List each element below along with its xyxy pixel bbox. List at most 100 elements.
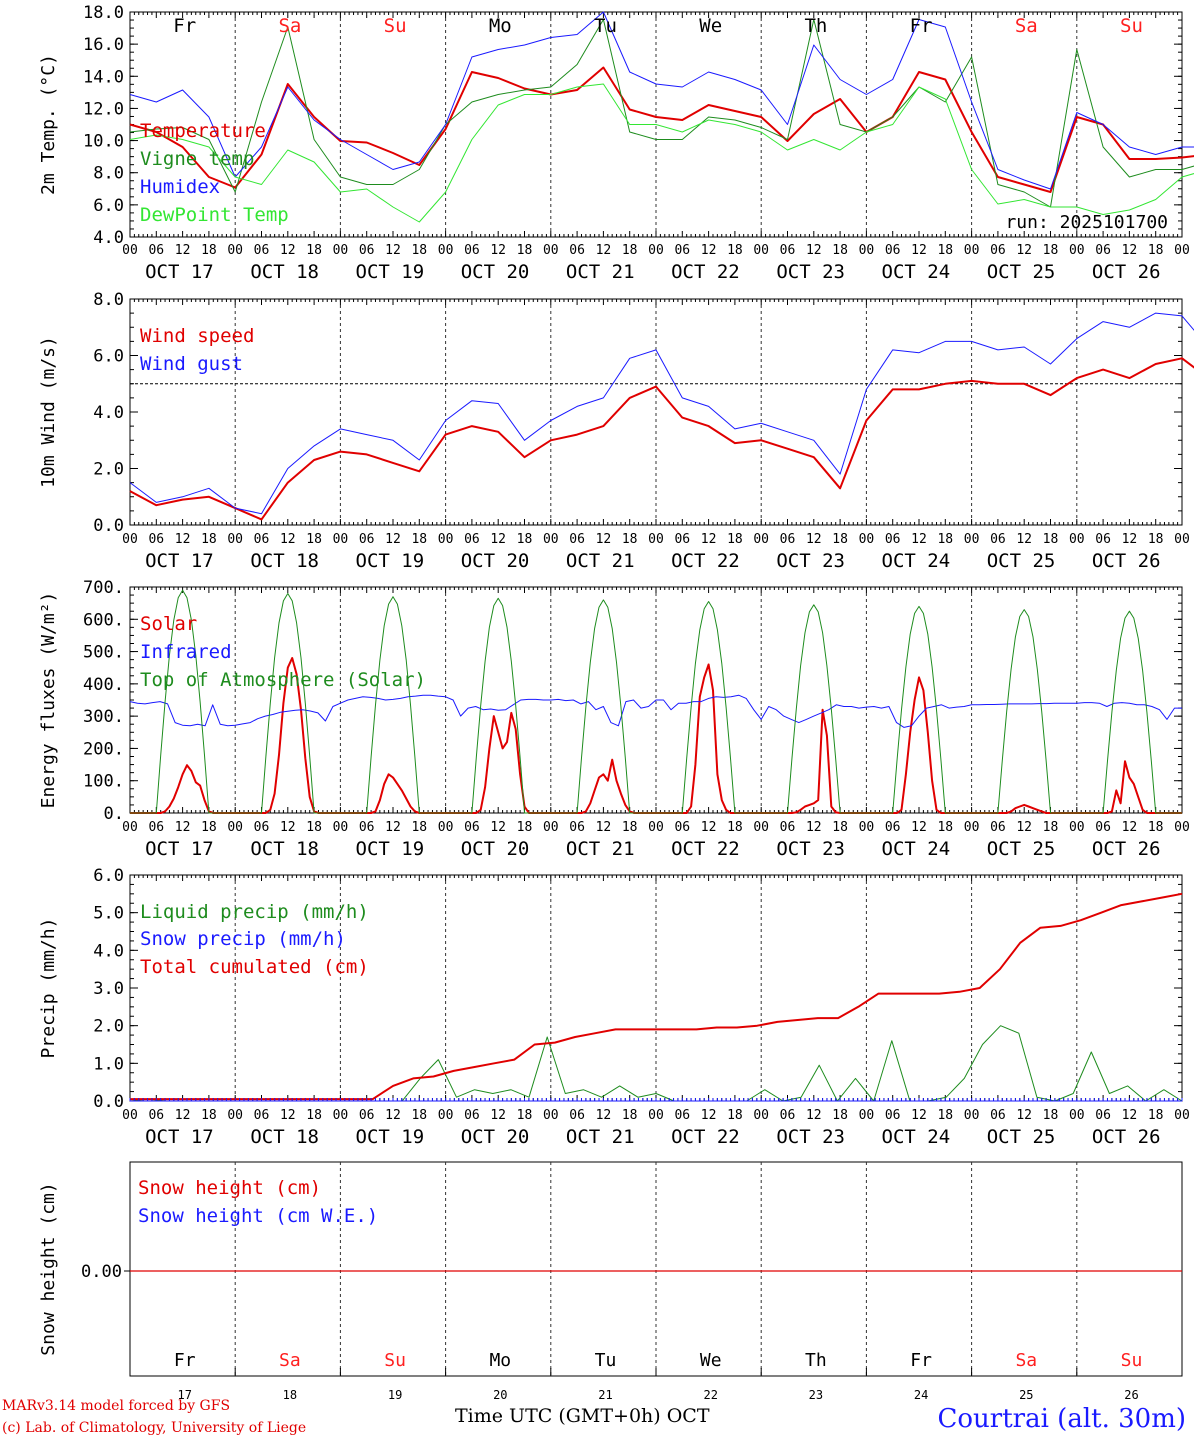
date-label: OCT 25 <box>987 838 1056 860</box>
run-annotation: run: 2025101700 <box>1005 212 1168 233</box>
legend-label: Vigne temp <box>140 148 254 170</box>
hour-tick-label: 12 <box>175 532 191 547</box>
weekday-label: Sa <box>1015 15 1038 37</box>
y-tick-label: 0. <box>104 804 124 824</box>
hour-tick-label: 06 <box>569 820 585 835</box>
hour-tick-label: 06 <box>990 1108 1006 1123</box>
hour-tick-label: 12 <box>1122 532 1138 547</box>
hour-tick-label: 00 <box>1069 532 1085 547</box>
hour-tick-label: 12 <box>806 532 822 547</box>
weekday-label: Mo <box>489 1350 511 1371</box>
hour-tick-label: 18 <box>411 820 427 835</box>
date-label: OCT 23 <box>776 838 845 860</box>
date-label: OCT 18 <box>250 838 319 860</box>
hour-tick-label: 12 <box>1016 820 1032 835</box>
y-tick-label: 4.0 <box>93 941 124 961</box>
date-label: OCT 19 <box>356 838 425 860</box>
date-label: OCT 18 <box>250 1126 319 1148</box>
hour-tick-label: 12 <box>175 820 191 835</box>
hour-tick-label: 18 <box>832 532 848 547</box>
hour-tick-label: 18 <box>727 532 743 547</box>
hour-tick-label: 18 <box>832 243 848 258</box>
hour-tick-label: 06 <box>148 532 164 547</box>
date-label: OCT 26 <box>1092 1126 1161 1148</box>
hour-tick-label: 00 <box>859 1108 875 1123</box>
hour-tick-label: 00 <box>648 243 664 258</box>
legend-label: Infrared <box>140 641 232 663</box>
hour-tick-label: 18 <box>517 1108 533 1123</box>
hour-tick-label: 18 <box>1148 820 1164 835</box>
hour-tick-label: 06 <box>780 532 796 547</box>
time-axis-title: Time UTC (GMT+0h) OCT <box>455 1405 710 1427</box>
weekday-label: Su <box>1121 1350 1143 1371</box>
y-tick-label: 8.0 <box>93 164 124 184</box>
hour-tick-label: 00 <box>753 820 769 835</box>
date-label: OCT 19 <box>356 1126 425 1148</box>
date-label: OCT 20 <box>461 1126 530 1148</box>
legend-label: Snow precip (mm/h) <box>140 928 346 950</box>
hour-tick-label: 06 <box>885 243 901 258</box>
hour-tick-label: 00 <box>227 532 243 547</box>
hour-tick-label: 06 <box>885 1108 901 1123</box>
y-tick-label: 2.0 <box>93 460 124 480</box>
day-number-label: 23 <box>809 1388 823 1402</box>
y-axis-title: Precip (mm/h) <box>38 918 59 1059</box>
hour-tick-label: 06 <box>990 532 1006 547</box>
date-label: OCT 22 <box>671 550 740 572</box>
hour-tick-label: 00 <box>1174 820 1190 835</box>
hour-tick-label: 06 <box>990 243 1006 258</box>
y-tick-label: 18.0 <box>83 3 124 23</box>
y-tick-label: 5.0 <box>93 904 124 924</box>
hour-tick-label: 12 <box>911 820 927 835</box>
hour-tick-label: 00 <box>333 532 349 547</box>
date-label: OCT 26 <box>1092 261 1161 283</box>
series-temperature <box>129 66 1194 193</box>
hour-tick-label: 12 <box>1016 243 1032 258</box>
hour-tick-label: 00 <box>543 1108 559 1123</box>
hour-tick-label: 06 <box>254 243 270 258</box>
weekday-label: Fr <box>910 15 933 37</box>
y-tick-label: 2.0 <box>93 1017 124 1037</box>
y-tick-label: 4.0 <box>93 228 124 248</box>
hour-tick-label: 18 <box>1148 532 1164 547</box>
hour-tick-label: 18 <box>727 820 743 835</box>
weekday-label: Mo <box>489 15 512 37</box>
hour-tick-label: 12 <box>701 532 717 547</box>
date-label: OCT 17 <box>145 838 214 860</box>
weekday-label: Tu <box>594 15 617 37</box>
hour-tick-label: 18 <box>727 243 743 258</box>
hour-tick-label: 12 <box>280 820 296 835</box>
hour-tick-label: 00 <box>227 243 243 258</box>
hour-tick-label: 00 <box>648 1108 664 1123</box>
station-title: Courtrai (alt. 30m) <box>937 1404 1187 1434</box>
y-tick-label: 6.0 <box>93 196 124 216</box>
hour-tick-label: 00 <box>859 532 875 547</box>
hour-tick-label: 00 <box>333 820 349 835</box>
series-wind-speed <box>129 357 1194 521</box>
y-tick-label: 10.0 <box>83 132 124 152</box>
y-tick-label: 100. <box>83 772 124 792</box>
hour-tick-label: 06 <box>359 1108 375 1123</box>
hour-tick-label: 12 <box>1016 1108 1032 1123</box>
date-label: OCT 18 <box>250 550 319 572</box>
day-number-label: 25 <box>1019 1388 1033 1402</box>
y-tick-label: 8.0 <box>93 290 124 310</box>
hour-tick-label: 12 <box>385 820 401 835</box>
hour-tick-label: 12 <box>911 532 927 547</box>
hour-tick-label: 00 <box>438 243 454 258</box>
y-tick-label: 200. <box>83 739 124 759</box>
date-label: OCT 22 <box>671 261 740 283</box>
legend-label: DewPoint Temp <box>140 204 289 226</box>
chart-snow: 0.00 Snow height (cm) Snow height (cm) Snow… <box>38 1161 1183 1402</box>
hour-tick-label: 06 <box>464 243 480 258</box>
hour-tick-label: 06 <box>674 1108 690 1123</box>
hour-tick-label: 18 <box>832 1108 848 1123</box>
hour-tick-label: 06 <box>1095 532 1111 547</box>
hour-tick-label: 12 <box>175 243 191 258</box>
hour-tick-label: 00 <box>648 820 664 835</box>
hour-tick-label: 18 <box>832 820 848 835</box>
hour-tick-label: 18 <box>306 243 322 258</box>
hour-tick-label: 12 <box>1122 1108 1138 1123</box>
hour-tick-label: 18 <box>937 532 953 547</box>
hour-tick-label: 00 <box>753 532 769 547</box>
